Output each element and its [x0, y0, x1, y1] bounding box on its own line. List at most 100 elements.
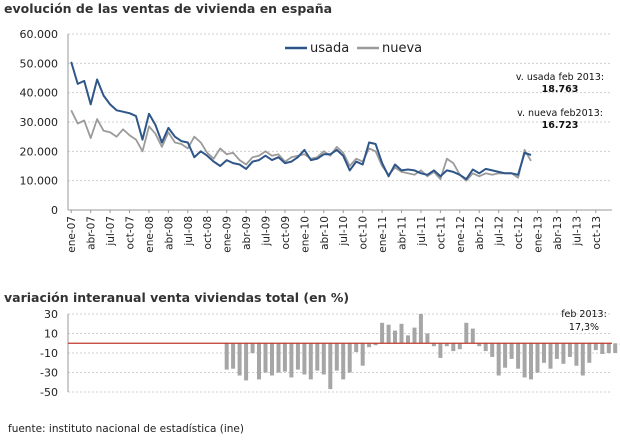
x-tick-label: abr-08 [163, 216, 175, 250]
bar [536, 343, 540, 372]
x-tick-label: ene-12 [455, 216, 467, 253]
x-tick-label: jul-12 [494, 216, 506, 247]
annotation-label: feb 2013: [561, 309, 607, 320]
bar [406, 335, 410, 343]
bar [264, 343, 268, 372]
legend-label-nueva: nueva [382, 41, 422, 56]
annotation-value: 17,3% [569, 322, 599, 333]
bar [315, 343, 319, 370]
bar [574, 343, 578, 365]
bar [600, 343, 604, 354]
line-chart-y-axis: 0 10.000 20.000 30.000 40.000 50.000 60.000 [20, 28, 59, 217]
bar [225, 343, 229, 369]
bar [277, 343, 281, 372]
bar [497, 343, 501, 375]
y-tick-label: 50.000 [20, 57, 59, 70]
bar [296, 343, 300, 369]
x-tick-label: jul-13 [571, 216, 583, 247]
bar [490, 343, 494, 357]
x-tick-label: jul-11 [416, 216, 428, 247]
y-tick-label: 10 [44, 328, 58, 341]
bar [458, 343, 462, 349]
bar [516, 343, 520, 368]
line-chart-series [71, 62, 531, 181]
bar [549, 343, 553, 368]
bar [594, 343, 598, 350]
bar [484, 343, 488, 351]
x-tick-label: oct-11 [435, 216, 447, 249]
bar [361, 343, 365, 365]
bar [393, 331, 397, 344]
x-tick-label: oct-09 [280, 216, 292, 249]
annotation-label: v. nueva feb2013: [517, 108, 603, 119]
bar-chart-y-axis: 30 10 -10 -30 -50 [40, 308, 58, 399]
x-tick-label: jul-07 [105, 216, 117, 247]
y-tick-label: -50 [40, 386, 58, 399]
bar [231, 343, 235, 368]
bar [328, 343, 332, 389]
x-tick-label: oct-12 [513, 216, 525, 249]
x-tick-label: oct-13 [591, 216, 603, 249]
bar [419, 314, 423, 343]
bar [335, 343, 339, 370]
bar [555, 343, 559, 359]
bar [451, 343, 455, 351]
bar [471, 329, 475, 344]
bar [354, 343, 358, 352]
bar [387, 325, 391, 344]
x-tick-label: jul-08 [183, 216, 195, 247]
x-tick-label: oct-10 [358, 216, 370, 249]
bar [425, 334, 429, 344]
x-tick-label: oct-08 [202, 216, 214, 249]
bar [581, 343, 585, 375]
y-tick-label: 0 [51, 204, 58, 217]
annotation-label: v. usada feb 2013: [516, 72, 604, 83]
y-tick-label: 40.000 [20, 87, 59, 100]
bar [238, 343, 242, 375]
x-tick-label: abr-11 [397, 216, 409, 250]
bar [523, 343, 527, 377]
bar [251, 343, 255, 353]
y-tick-label: 10.000 [20, 175, 59, 188]
y-tick-label: 60.000 [20, 28, 59, 41]
bar [529, 343, 533, 379]
bar [587, 343, 591, 363]
bar-chart-annotations: feb 2013: 17,3% [561, 309, 607, 333]
bar [309, 343, 313, 379]
y-tick-label: -10 [40, 347, 58, 360]
bar [607, 343, 611, 353]
bar [503, 343, 507, 367]
x-tick-label: jul-09 [261, 216, 273, 247]
x-tick-label: abr-10 [319, 216, 331, 250]
line-chart-title: evolución de las ventas de vivienda en e… [4, 1, 332, 16]
x-tick-label: abr-13 [552, 216, 564, 250]
bar-chart-title: variación interanual venta viviendas tot… [4, 290, 349, 305]
bar-chart-bars [225, 314, 620, 389]
series-line-nueva [71, 110, 531, 180]
bar [322, 343, 326, 374]
y-tick-label: -30 [40, 367, 58, 380]
bar [244, 343, 248, 380]
x-tick-label: abr-12 [474, 216, 486, 250]
y-tick-label: 30 [44, 308, 58, 321]
source-footnote: fuente: instituto nacional de estadístic… [8, 423, 244, 435]
bar [510, 343, 514, 359]
bar [380, 323, 384, 344]
bar [289, 343, 293, 377]
bar [568, 343, 572, 357]
bar [348, 343, 352, 372]
x-tick-label: jul-10 [338, 216, 350, 247]
bar [413, 328, 417, 344]
series-line-usada [71, 62, 531, 179]
y-tick-label: 20.000 [20, 145, 59, 158]
bar [257, 343, 261, 379]
x-tick-label: ene-07 [66, 216, 78, 253]
y-tick-label: 30.000 [20, 116, 59, 129]
bar [613, 343, 617, 353]
x-tick-label: abr-07 [86, 216, 98, 250]
x-tick-label: ene-10 [299, 216, 311, 253]
